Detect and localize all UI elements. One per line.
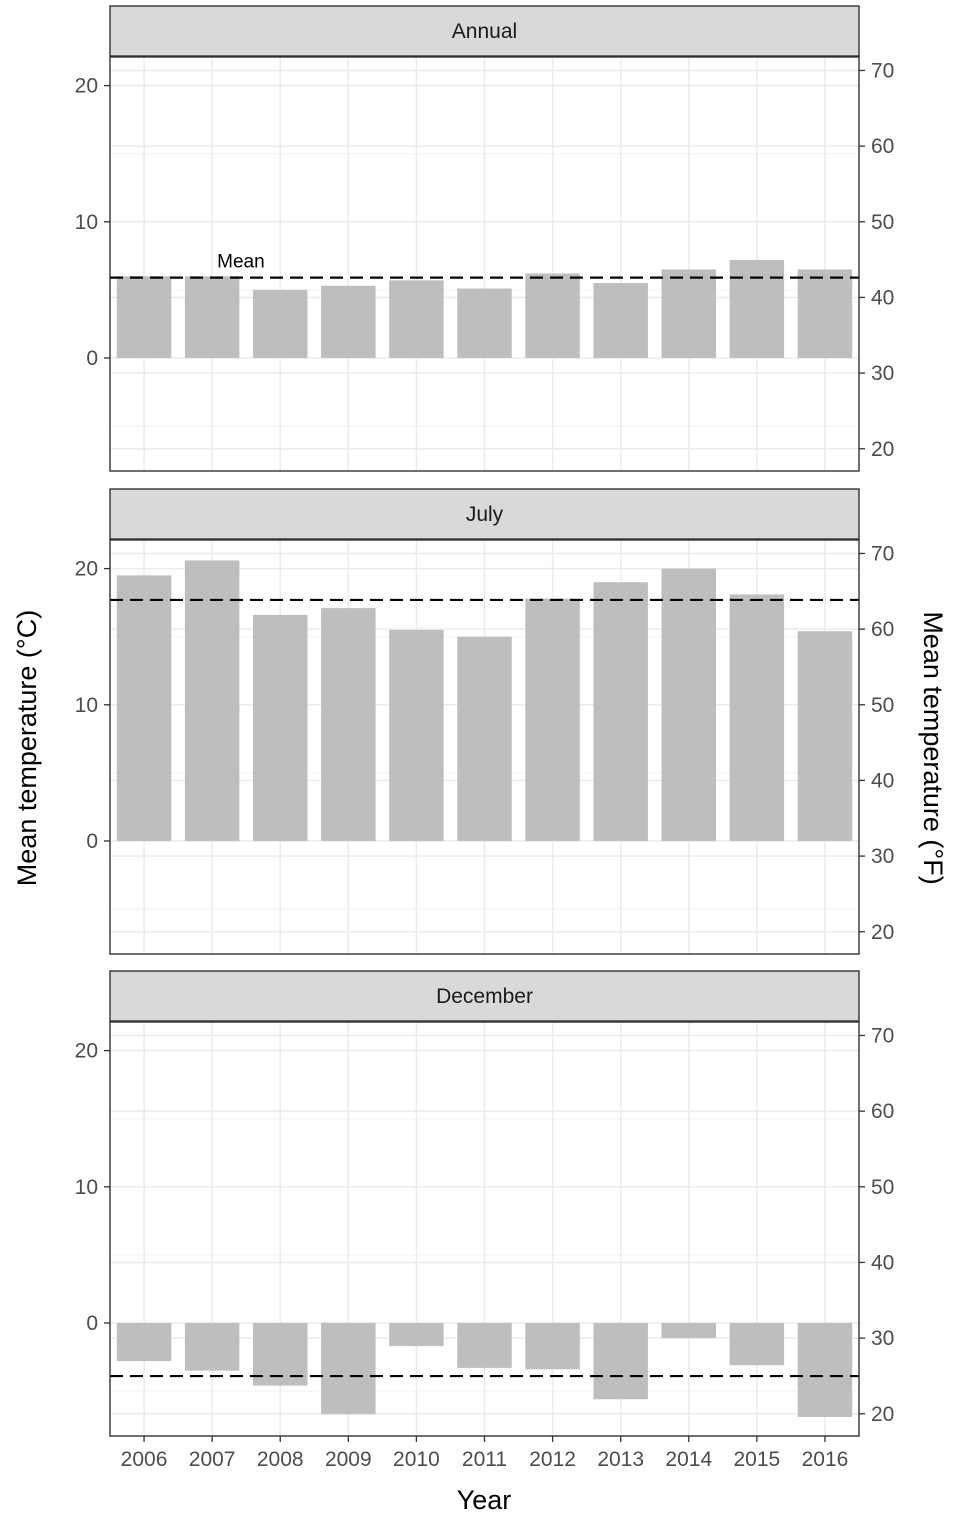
y-tick-label: 10	[75, 694, 98, 717]
y-tick-label-right: 50	[871, 211, 894, 234]
bar-2010	[389, 1322, 444, 1347]
y-tick-label: 10	[75, 1176, 98, 1199]
bar-2014	[661, 1322, 717, 1338]
facet-strip	[109, 488, 860, 540]
bar-2015	[729, 1322, 785, 1366]
panel-border	[109, 56, 860, 472]
y-tick-label: 0	[86, 830, 98, 853]
bar-2015	[729, 259, 785, 358]
y-tick-label-right: 30	[871, 845, 894, 868]
x-tick-label-2014: 2014	[665, 1448, 712, 1471]
bar-2009	[321, 1322, 376, 1415]
facet-panel-july: July 0 10 20 20 30 40 50 60 70	[75, 488, 894, 955]
bar-2013	[593, 1322, 648, 1400]
bar-2012	[525, 598, 580, 841]
bar-2006	[116, 1322, 172, 1362]
facet-strip	[109, 970, 860, 1022]
y-tick-label: 0	[86, 1312, 98, 1335]
y-tick-label: 0	[86, 347, 98, 370]
y-axis-title-right: Mean temperature (°F)	[918, 611, 948, 884]
y-tick-label-right: 70	[871, 59, 894, 82]
y-tick-label-right: 20	[871, 438, 894, 461]
y-tick-label-right: 20	[871, 921, 894, 944]
facet-panel-annual: Annual Mean 0 10 20 20 30 40 50 60 70	[75, 5, 894, 472]
bar-2011	[457, 636, 512, 841]
x-tick-label-2006: 2006	[121, 1448, 168, 1471]
x-tick-label-2015: 2015	[734, 1448, 781, 1471]
y-tick-label-right: 70	[871, 1024, 894, 1047]
y-tick-label-right: 40	[871, 1251, 894, 1274]
x-tick-label-2009: 2009	[325, 1448, 372, 1471]
facet-strip	[109, 5, 860, 57]
panel-border	[109, 539, 860, 955]
x-axis-title: Year	[457, 1485, 512, 1515]
bar-2012	[525, 273, 580, 358]
y-tick-label-right: 60	[871, 135, 894, 158]
bar-2008	[252, 289, 308, 358]
y-tick-label-right: 40	[871, 769, 894, 792]
y-tick-label-right: 30	[871, 1327, 894, 1350]
y-tick-label-right: 60	[871, 1100, 894, 1123]
x-tick-label-2013: 2013	[597, 1448, 644, 1471]
facet-strip-label: Annual	[452, 20, 517, 43]
y-tick-label-right: 60	[871, 618, 894, 641]
y-tick-label-right: 30	[871, 362, 894, 385]
bar-2011	[457, 288, 512, 358]
bar-2006	[116, 276, 172, 358]
facet-panels: Annual Mean 0 10 20 20 30 40 50 60 70 July 0 10 20 20 30…	[75, 5, 894, 1437]
x-tick-label-2011: 2011	[462, 1448, 507, 1471]
x-tick-label-2010: 2010	[393, 1448, 440, 1471]
bar-2007	[184, 560, 240, 841]
x-tick-labels: 2006 2007 2008 2009 2010 2011 2012 2013 2014 2015…	[121, 1436, 849, 1471]
y-tick-label-right: 50	[871, 1176, 894, 1199]
bar-2012	[525, 1322, 580, 1370]
bar-2013	[593, 582, 648, 841]
y-tick-label: 20	[75, 1040, 98, 1063]
bar-2014	[661, 568, 717, 841]
x-tick-label-2016: 2016	[802, 1448, 849, 1471]
y-tick-label: 20	[75, 558, 98, 581]
bar-2015	[729, 594, 785, 841]
bar-2016	[797, 631, 853, 841]
y-axis-title-left: Mean temperature (°C)	[12, 610, 42, 886]
y-tick-label-right: 70	[871, 542, 894, 565]
bar-2009	[321, 285, 376, 358]
mean-annotation: Mean	[217, 252, 265, 273]
bar-2016	[797, 1322, 853, 1417]
bar-2011	[457, 1322, 512, 1368]
y-tick-label: 20	[75, 75, 98, 98]
bar-2010	[389, 280, 444, 358]
bar-2009	[321, 608, 376, 841]
bar-2007	[184, 276, 240, 358]
y-tick-label: 10	[75, 211, 98, 234]
bar-2008	[252, 614, 308, 841]
bar-2006	[116, 575, 172, 841]
y-tick-label-right: 50	[871, 694, 894, 717]
facet-strip-label: December	[436, 985, 533, 1008]
facet-strip-label: July	[466, 503, 504, 526]
bar-2010	[389, 629, 444, 841]
bar-2007	[184, 1322, 240, 1371]
x-tick-label-2007: 2007	[189, 1448, 236, 1471]
y-tick-label-right: 40	[871, 286, 894, 309]
x-tick-label-2012: 2012	[529, 1448, 576, 1471]
y-tick-label-right: 20	[871, 1403, 894, 1426]
bar-2016	[797, 269, 853, 358]
facet-panel-december: December 0 10 20 20 30 40 50 60 70	[75, 970, 894, 1437]
bar-2014	[661, 269, 717, 358]
x-tick-label-2008: 2008	[257, 1448, 304, 1471]
bar-2013	[593, 283, 648, 358]
